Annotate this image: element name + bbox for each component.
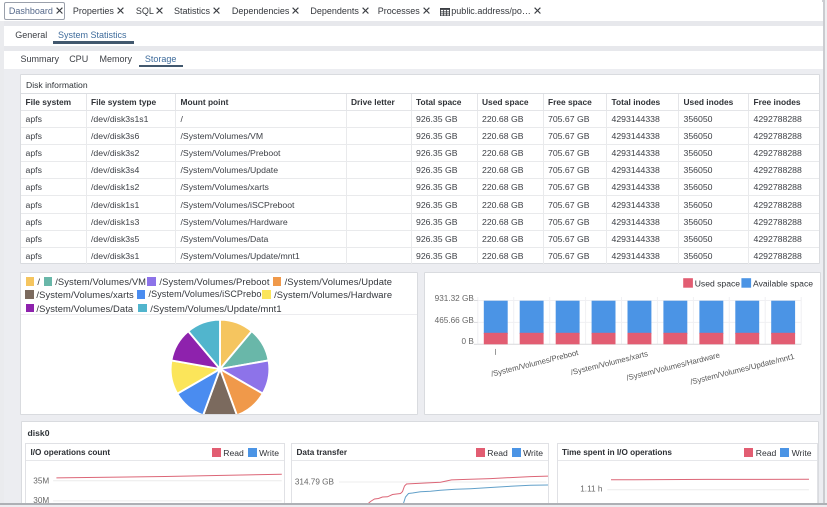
svg-text:465.66 GB: 465.66 GB [435,315,475,324]
svg-text:0 B: 0 B [462,336,475,345]
svg-text:1.11 h: 1.11 h [580,484,603,493]
svg-text:Available space: Available space [753,278,813,288]
svg-text:/: / [494,347,499,356]
svg-text:/System/Volumes/Preboot: /System/Volumes/Preboot [490,347,580,378]
svg-text:30M: 30M [33,496,49,503]
svg-text:Used space: Used space [695,278,741,288]
svg-text:314.79 GB: 314.79 GB [295,477,335,486]
svg-text:931.32 GB: 931.32 GB [435,293,475,302]
svg-text:35M: 35M [33,476,49,485]
